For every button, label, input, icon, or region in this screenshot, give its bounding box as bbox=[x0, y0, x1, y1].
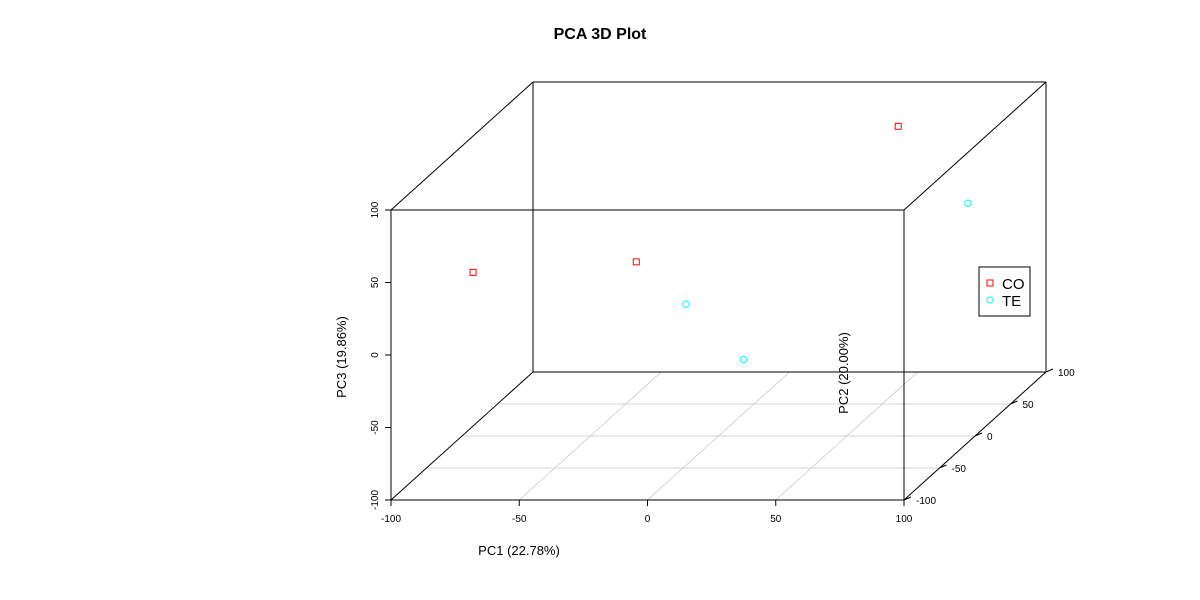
box-edge bbox=[390, 81, 534, 211]
y-axis-label: PC2 (20.00%) bbox=[836, 332, 851, 414]
z-axis: -100 -50 0 50 100 bbox=[370, 201, 391, 510]
point-te bbox=[682, 300, 690, 308]
y-tick-mark bbox=[939, 464, 947, 469]
x-tick-label: -100 bbox=[381, 514, 401, 525]
point-te bbox=[964, 199, 972, 207]
legend-label-te: TE bbox=[1002, 293, 1021, 310]
x-tick-label: -50 bbox=[512, 514, 527, 525]
point-te bbox=[739, 355, 748, 364]
box-edge bbox=[390, 371, 534, 501]
point-co bbox=[469, 268, 477, 276]
z-tick-label: 50 bbox=[370, 277, 381, 289]
y-tick-mark bbox=[1045, 368, 1054, 373]
legend-label-co: CO bbox=[1002, 276, 1025, 293]
y-tick-label: 50 bbox=[1023, 400, 1035, 411]
y-tick-label: -100 bbox=[916, 496, 936, 507]
chart-title: PCA 3D Plot bbox=[554, 26, 647, 43]
x-tick-label: 100 bbox=[896, 514, 913, 525]
z-tick-label: 100 bbox=[370, 201, 381, 218]
legend-box bbox=[978, 266, 1031, 317]
x-tick-label: 0 bbox=[645, 514, 651, 525]
x-axis-label: PC1 (22.78%) bbox=[478, 543, 560, 558]
z-tick-label: -50 bbox=[370, 420, 381, 435]
y-tick-mark bbox=[903, 496, 912, 501]
y-axis: -100 -50 0 50 100 bbox=[903, 368, 1075, 507]
x-axis: -100 -50 0 50 100 bbox=[381, 500, 913, 525]
y-tick-mark bbox=[1010, 400, 1018, 405]
legend-marker-co bbox=[986, 279, 994, 287]
point-co bbox=[894, 122, 902, 130]
y-tick-label: 0 bbox=[987, 432, 993, 443]
y-tick-label: -50 bbox=[952, 464, 967, 475]
legend-marker-te bbox=[986, 296, 994, 304]
x-tick-label: 50 bbox=[770, 514, 782, 525]
z-tick-label: 0 bbox=[370, 352, 381, 358]
point-co bbox=[632, 258, 640, 266]
plot-box bbox=[390, 81, 1047, 501]
data-points bbox=[469, 122, 972, 364]
y-tick-mark bbox=[974, 432, 983, 437]
box-edge bbox=[903, 81, 1047, 211]
floor-grid bbox=[426, 371, 1011, 501]
z-tick-label: -100 bbox=[370, 490, 381, 510]
legend: CO TE bbox=[978, 266, 1031, 317]
z-axis-label: PC3 (19.86%) bbox=[334, 316, 349, 398]
y-tick-label: 100 bbox=[1058, 368, 1075, 379]
